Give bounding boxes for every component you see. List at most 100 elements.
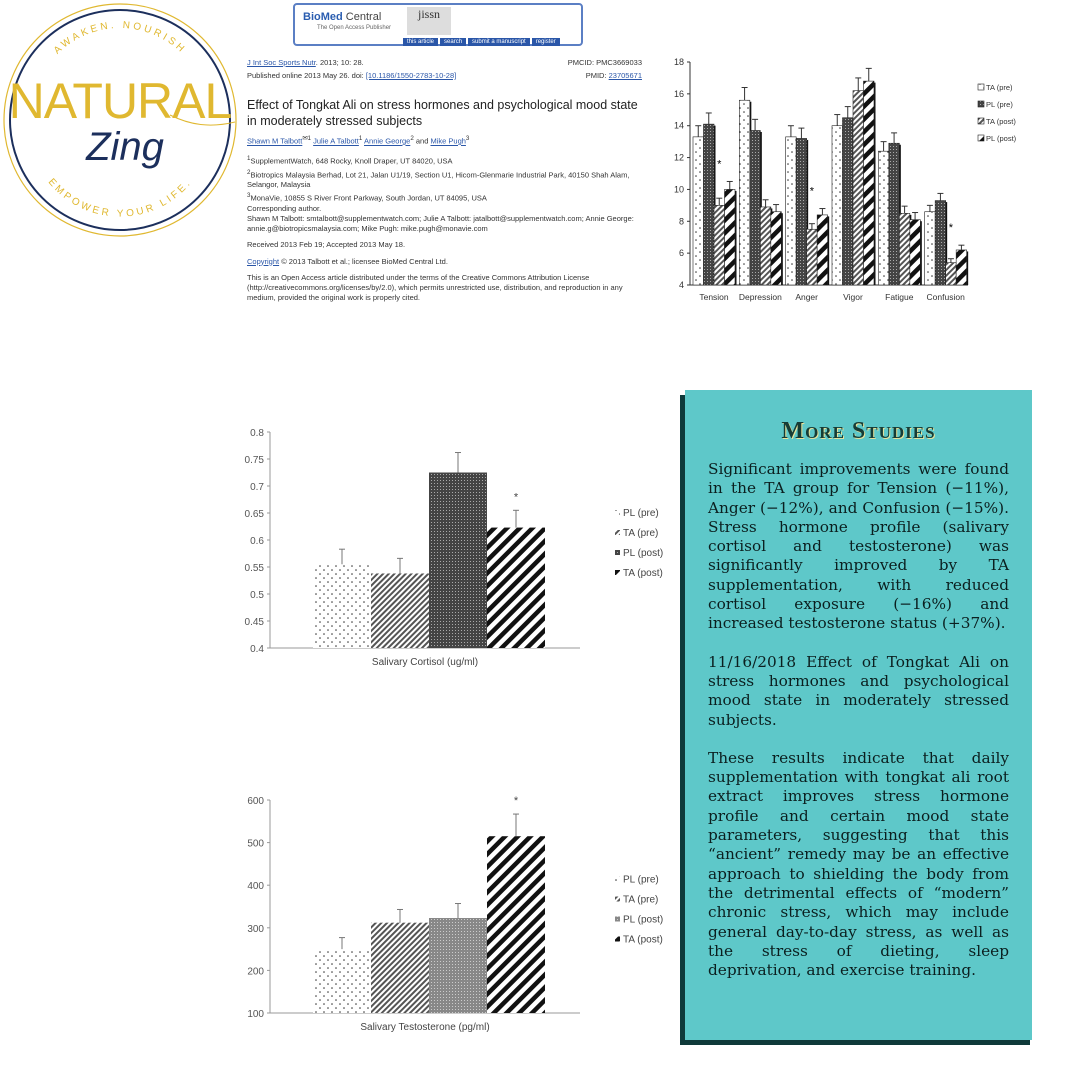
legend-swatch [615,570,620,575]
bar [878,150,890,286]
x-axis-label: Salivary Testosterone (pg/ml) [360,1022,489,1033]
more-studies-panel: More Studies Significant improvements we… [685,390,1032,1040]
svg-text:NATURAL: NATURAL [9,73,232,129]
conclusion-paragraph: These results indicate that daily supple… [708,748,1009,980]
biomed-central-logo: BioMed Central [303,11,382,23]
bar [842,117,854,286]
y-tick-label: 0.75 [245,455,265,466]
svg-text:EMPOWER YOUR LIFE.: EMPOWER YOUR LIFE. [46,177,195,220]
y-tick-label: 0.55 [245,563,265,574]
doi-link[interactable]: [10.1186/1550-2783-10-28] [365,71,457,80]
testosterone-chart: 100 200 300 400 500 600 PL (pre) TA (pre) PL (po… [247,795,663,1033]
bar [909,219,921,286]
y-tick-label: 400 [247,881,264,892]
y-tick-label: 0.6 [250,536,264,547]
legend-swatch [977,134,985,142]
bar [487,527,545,648]
legend-label: TA (post) [623,935,663,946]
journal-header-banner: BioMed Central The Open Access Publisher… [293,3,583,46]
y-tick-label: 0.8 [250,428,264,439]
y-tick-label: 600 [247,796,264,807]
bar [692,136,704,286]
more-studies-title: More Studies [781,418,936,444]
y-tick-label: 0.4 [250,644,264,655]
bar [371,573,429,648]
nav-this-article[interactable]: this article [403,38,439,46]
y-tick-label: 100 [247,1009,264,1020]
legend-swatch [615,916,620,922]
bar [831,125,843,286]
author-link[interactable]: Julie A Talbott [313,136,359,146]
significance-marker: * [949,222,954,234]
bar [371,922,429,1013]
legend-label: TA (pre) [623,895,658,906]
legend-swatch [615,876,620,882]
x-tick-label: Fatigue [885,292,914,302]
legend-swatch [977,100,985,108]
y-tick-label: 10 [674,184,684,194]
x-axis-label: Salivary Cortisol (ug/ml) [372,657,478,668]
summary-paragraph: Significant improvements were found in t… [708,460,1009,633]
nav-register[interactable]: register [531,38,560,46]
y-tick-label: 18 [674,57,684,67]
bar [429,472,487,648]
y-tick-label: 6 [679,248,684,258]
bar [934,200,946,286]
author-link[interactable]: Annie George [364,136,411,146]
authors: Shawn M Talbott✉1 Julie A Talbott1 Annie… [247,135,470,146]
significance-marker: * [514,795,519,807]
bar [795,138,807,286]
legend-label: TA (pre) [986,83,1013,92]
natural-zing-logo: AWAKEN. NOURISH EMPOWER YOUR LIFE. NATUR… [3,3,237,237]
legend-label: TA (post) [623,568,663,579]
legend-swatch [615,896,620,902]
paper-title: Effect of Tongkat Ali on stress hormones… [247,98,638,129]
bar [760,206,772,286]
nav-submit[interactable]: submit a manuscript [468,38,530,46]
legend-swatch [615,550,620,555]
x-tick-label: Depression [739,292,782,302]
author-link[interactable]: Shawn M Talbott [247,136,303,146]
legend-label: PL (pre) [623,875,659,886]
journal-link[interactable]: J Int Soc Sports Nutr [247,58,316,67]
legend-swatch [615,530,620,535]
bar [785,136,797,286]
legend-label: PL (post) [623,915,663,926]
citation-line: J Int Soc Sports Nutr. 2013; 10: 28. PMCI… [247,58,642,67]
jissn-logo: jissn [407,7,451,35]
bar [770,211,782,286]
y-tick-label: 12 [674,153,684,163]
legend-label: PL (pre) [986,100,1013,109]
y-tick-label: 8 [679,216,684,226]
author-link[interactable]: Mike Pugh [430,136,466,146]
bar [487,836,545,1013]
bar [955,249,967,286]
significance-marker: * [514,491,519,503]
bar [945,262,957,286]
y-tick-label: 4 [679,280,684,290]
author-emails: Shawn M Talbott: smtalbott@supplementwat… [247,214,634,234]
svg-text:Zing: Zing [85,125,164,169]
published-line: Published online 2013 May 26. doi: [10.1… [247,71,642,80]
x-tick-label: Vigor [843,292,863,302]
bar [924,211,936,286]
copyright-link[interactable]: Copyright [247,256,280,266]
bar [749,130,761,286]
bar [703,123,715,286]
pmid-link[interactable]: 23705671 [608,71,642,80]
mood-state-chart: 4 6 8 10 12 14 16 18 * Tension Depression * Anger Vig… [674,57,1017,302]
bar [816,214,828,286]
legend-swatch [615,936,620,942]
legend-label: TA (post) [986,117,1016,126]
publisher-tagline: The Open Access Publisher [317,25,392,31]
cortisol-chart: 0.4 0.45 0.5 0.55 0.6 0.65 0.7 0.75 0.8 PL (pre) T… [245,428,664,668]
legend-label: PL (post) [623,548,663,559]
license-text: This is an Open Access article distribut… [247,272,623,302]
svg-text:AWAKEN. NOURISH: AWAKEN. NOURISH [52,20,188,56]
y-tick-label: 200 [247,966,264,977]
legend-label: TA (pre) [623,528,658,539]
legend-label: PL (post) [986,134,1017,143]
nav-search[interactable]: search [440,38,467,46]
y-tick-label: 0.5 [250,590,264,601]
y-tick-label: 0.65 [245,509,265,520]
